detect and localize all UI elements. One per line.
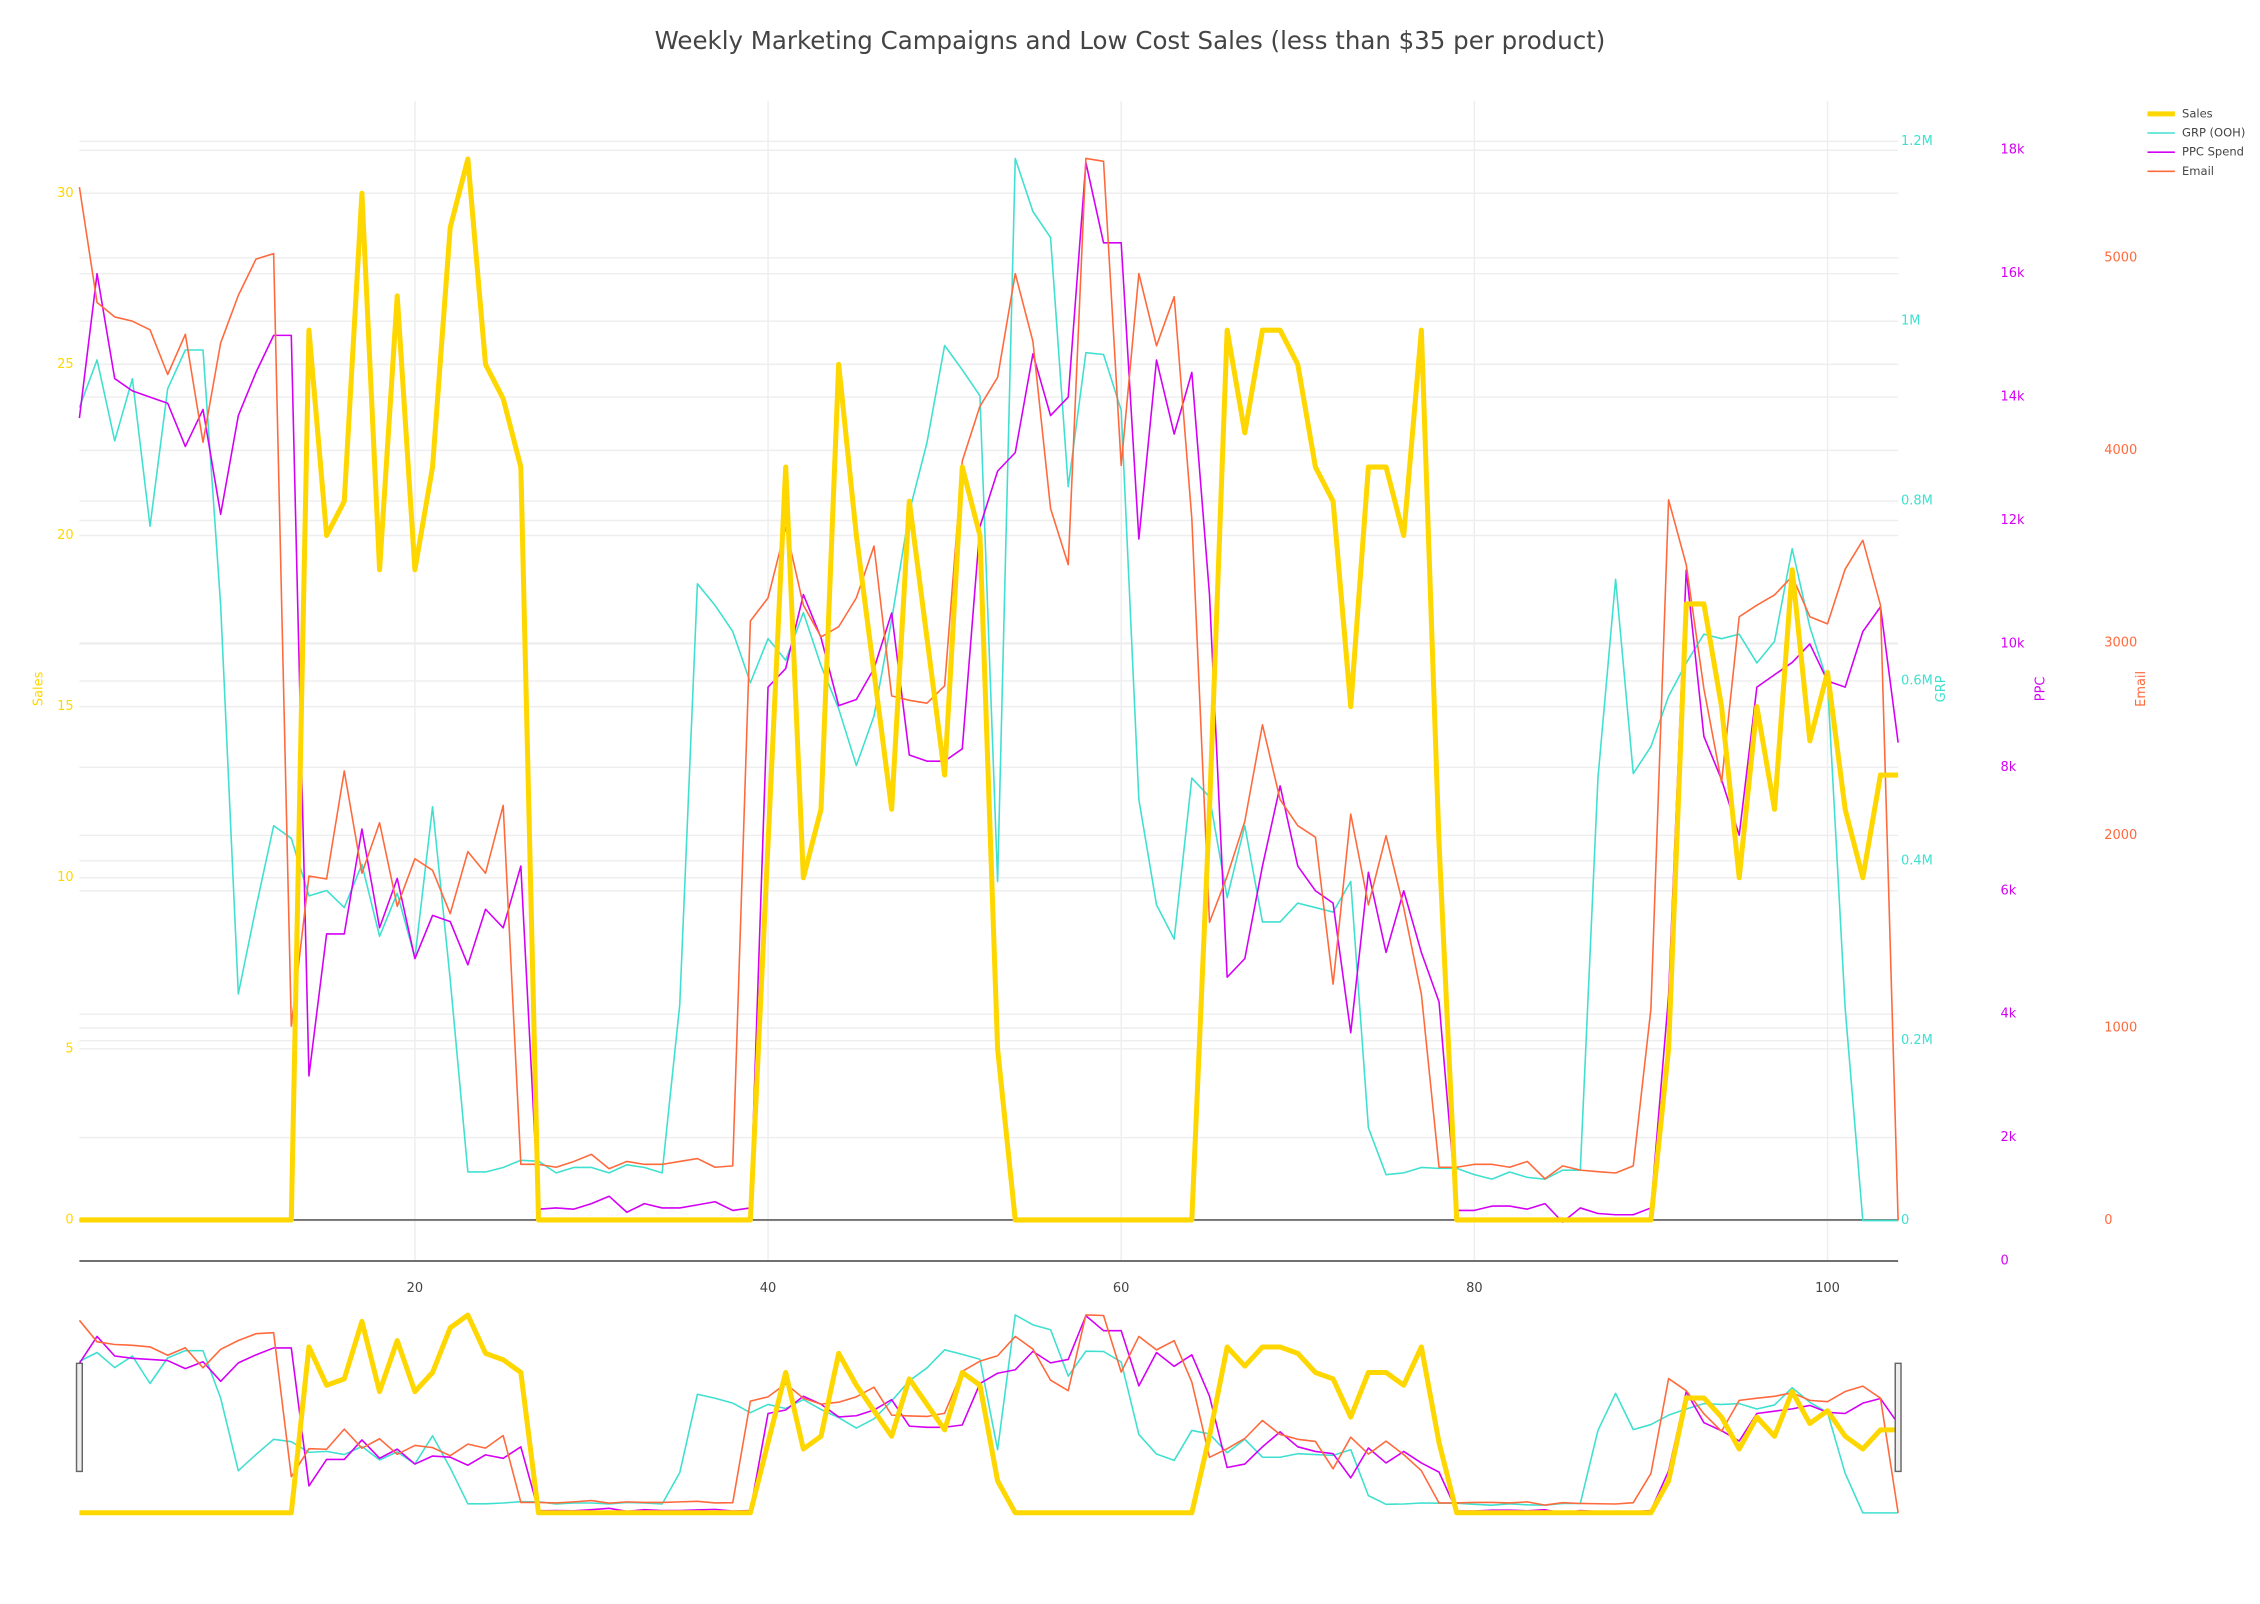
slider-line — [79, 1312, 1899, 1516]
y3-tick-label: 4k — [2000, 1007, 2016, 1022]
y2-axis-title: GRP — [1934, 675, 1949, 702]
y3-tick-label: 14k — [2000, 390, 2025, 405]
y2-tick-label: 0.2M — [1901, 1033, 1933, 1048]
x-tick-label: 80 — [1466, 1281, 1483, 1296]
y-tick-label: 20 — [57, 528, 74, 543]
x-tick-label: 100 — [1815, 1281, 1840, 1296]
y2-tick-label: 1M — [1901, 314, 1920, 329]
y4-tick-label: 4000 — [2104, 443, 2137, 458]
y2-tick-label: 0 — [1901, 1213, 1909, 1228]
y3-tick-label: 18k — [2000, 143, 2025, 158]
y3-tick-label: 8k — [2000, 760, 2016, 775]
y2-tick-label: 1.2M — [1901, 134, 1933, 149]
y2-tick-label: 0.8M — [1901, 494, 1933, 509]
slider-line — [79, 1314, 1899, 1514]
series-line — [78, 157, 1899, 1222]
x-tick-label: 20 — [407, 1281, 424, 1296]
y2-tick-label: 0.4M — [1901, 853, 1933, 868]
legend-label: Sales — [2182, 106, 2213, 120]
y4-tick-label: 2000 — [2104, 828, 2137, 843]
y-tick-label: 15 — [57, 699, 74, 714]
y-tick-label: 0 — [65, 1212, 73, 1227]
y-tick-label: 30 — [57, 186, 74, 201]
y4-axis-title: Email — [2134, 671, 2149, 707]
x-tick-label: 60 — [1113, 1281, 1130, 1296]
legend-label: PPC Spend — [2182, 145, 2244, 159]
y-tick-label: 10 — [57, 870, 74, 885]
y3-tick-label: 12k — [2000, 513, 2025, 528]
slider-handle — [75, 1362, 84, 1473]
y-axis-title: Sales — [32, 671, 47, 706]
y3-tick-label: 6k — [2000, 883, 2016, 898]
y3-axis-title: PPC — [2033, 677, 2048, 702]
y2-tick-label: 0.6M — [1901, 673, 1933, 688]
y4-tick-label: 3000 — [2104, 635, 2137, 650]
y4-tick-label: 1000 — [2104, 1021, 2137, 1036]
y4-tick-label: 0 — [2104, 1213, 2112, 1228]
legend-label: GRP (OOH) — [2182, 126, 2245, 140]
y-tick-label: 25 — [57, 357, 74, 372]
series-line — [78, 157, 1899, 1221]
legend-label: Email — [2182, 164, 2214, 178]
y3-tick-label: 2k — [2000, 1130, 2016, 1145]
y-tick-label: 5 — [65, 1041, 73, 1056]
y3-tick-label: 0 — [2000, 1254, 2008, 1269]
slider-handle — [1894, 1362, 1902, 1473]
slider-line — [78, 1314, 1899, 1513]
x-tick-label: 40 — [760, 1281, 777, 1296]
y3-tick-label: 10k — [2000, 636, 2025, 651]
y4-tick-label: 5000 — [2104, 250, 2137, 265]
series-line — [78, 161, 1899, 1223]
chart-title: Weekly Marketing Campaigns and Low Cost … — [655, 26, 1606, 55]
series-line — [79, 156, 1899, 1223]
y3-tick-label: 16k — [2000, 266, 2025, 281]
